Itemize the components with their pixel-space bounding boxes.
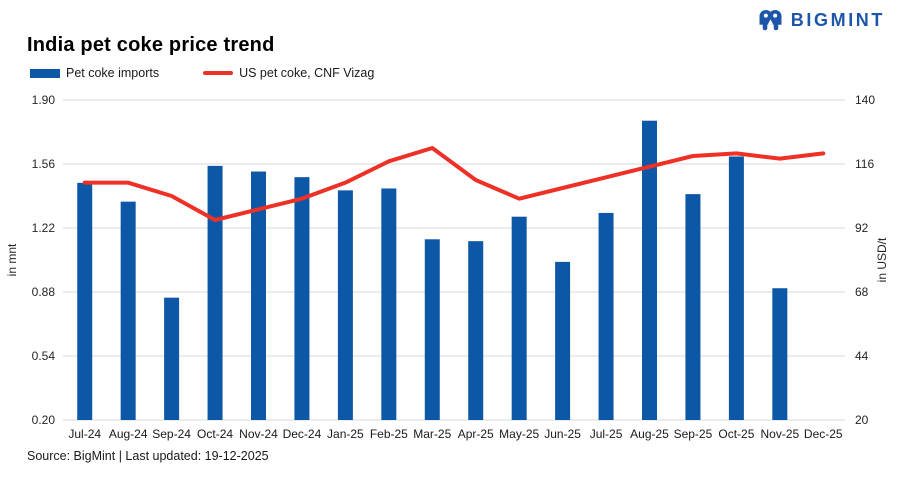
bigmint-logo: BIGMINT — [757, 7, 885, 34]
x-axis-label: Apr-25 — [458, 427, 494, 441]
import-bar — [468, 241, 484, 420]
left-axis-tick: 0.54 — [32, 349, 56, 363]
bigmint-logo-text: BIGMINT — [790, 10, 885, 30]
x-axis-label: Nov-25 — [760, 427, 799, 441]
x-axis-label: Sep-24 — [152, 427, 191, 441]
chart-title: India pet coke price trend — [27, 34, 275, 56]
right-axis-tick: 140 — [855, 93, 875, 107]
import-bar — [164, 297, 180, 420]
import-bar — [251, 171, 266, 420]
left-axis-tick: 1.90 — [32, 93, 56, 107]
import-bar — [555, 261, 571, 420]
right-axis-tick: 116 — [855, 157, 874, 171]
price-line — [82, 146, 826, 222]
x-axis-label: Feb-25 — [370, 427, 408, 441]
import-bar — [598, 212, 614, 420]
x-axis-label: Jun-25 — [544, 427, 581, 441]
source-note: Source: BigMint | Last updated: 19-12-20… — [27, 449, 269, 463]
x-axis-label: Mar-25 — [413, 427, 451, 441]
bar-series-swatch — [30, 68, 60, 78]
legend-label-price: US pet coke, CNF Vizag — [239, 66, 375, 80]
import-bar — [120, 201, 136, 420]
right-axis-tick: 92 — [855, 221, 869, 235]
x-axis-label: Oct-24 — [197, 427, 233, 441]
import-bar — [294, 177, 310, 420]
x-axis-label: Aug-24 — [109, 427, 148, 441]
right-axis-tick: 44 — [855, 349, 869, 363]
right-axis-tick: 20 — [855, 413, 869, 427]
import-bar — [337, 190, 353, 420]
left-axis-tick: 1.56 — [32, 157, 56, 171]
x-axis-label: Dec-24 — [283, 427, 322, 441]
legend-item-imports: Pet coke imports — [30, 66, 159, 80]
import-bar — [642, 120, 657, 421]
right-axis-title: in USD/t — [875, 237, 889, 282]
legend-label-imports: Pet coke imports — [66, 66, 160, 80]
x-axis-label: Aug-25 — [630, 427, 669, 441]
x-axis-label: Oct-25 — [718, 427, 754, 441]
left-axis-tick: 0.88 — [32, 285, 56, 299]
import-bar — [77, 182, 93, 420]
import-bar — [424, 239, 440, 420]
import-bar — [685, 194, 701, 420]
left-axis-tick: 0.20 — [32, 413, 56, 427]
x-axis-label: Dec-25 — [804, 427, 843, 441]
x-axis-label: Sep-25 — [674, 427, 713, 441]
x-axis-label: May-25 — [499, 427, 539, 441]
import-bar — [207, 165, 223, 420]
x-axis-label: Nov-24 — [239, 427, 278, 441]
legend-item-price: US pet coke, CNF Vizag — [203, 66, 374, 80]
line-series-swatch — [203, 71, 234, 75]
import-bar — [381, 188, 397, 420]
x-axis-label: Jan-25 — [327, 427, 364, 441]
bigmint-logo-icon — [759, 9, 782, 31]
import-bar — [772, 288, 788, 420]
import-bar — [728, 156, 744, 420]
chart-legend: Pet coke imports US pet coke, CNF Vizag — [30, 66, 374, 80]
left-axis-title: in mnt — [5, 243, 19, 276]
import-bar — [511, 216, 527, 420]
right-axis-tick: 68 — [855, 285, 869, 299]
left-axis-tick: 1.22 — [32, 221, 56, 235]
x-axis-label: Jul-24 — [68, 427, 101, 441]
x-axis-label: Jul-25 — [590, 427, 623, 441]
